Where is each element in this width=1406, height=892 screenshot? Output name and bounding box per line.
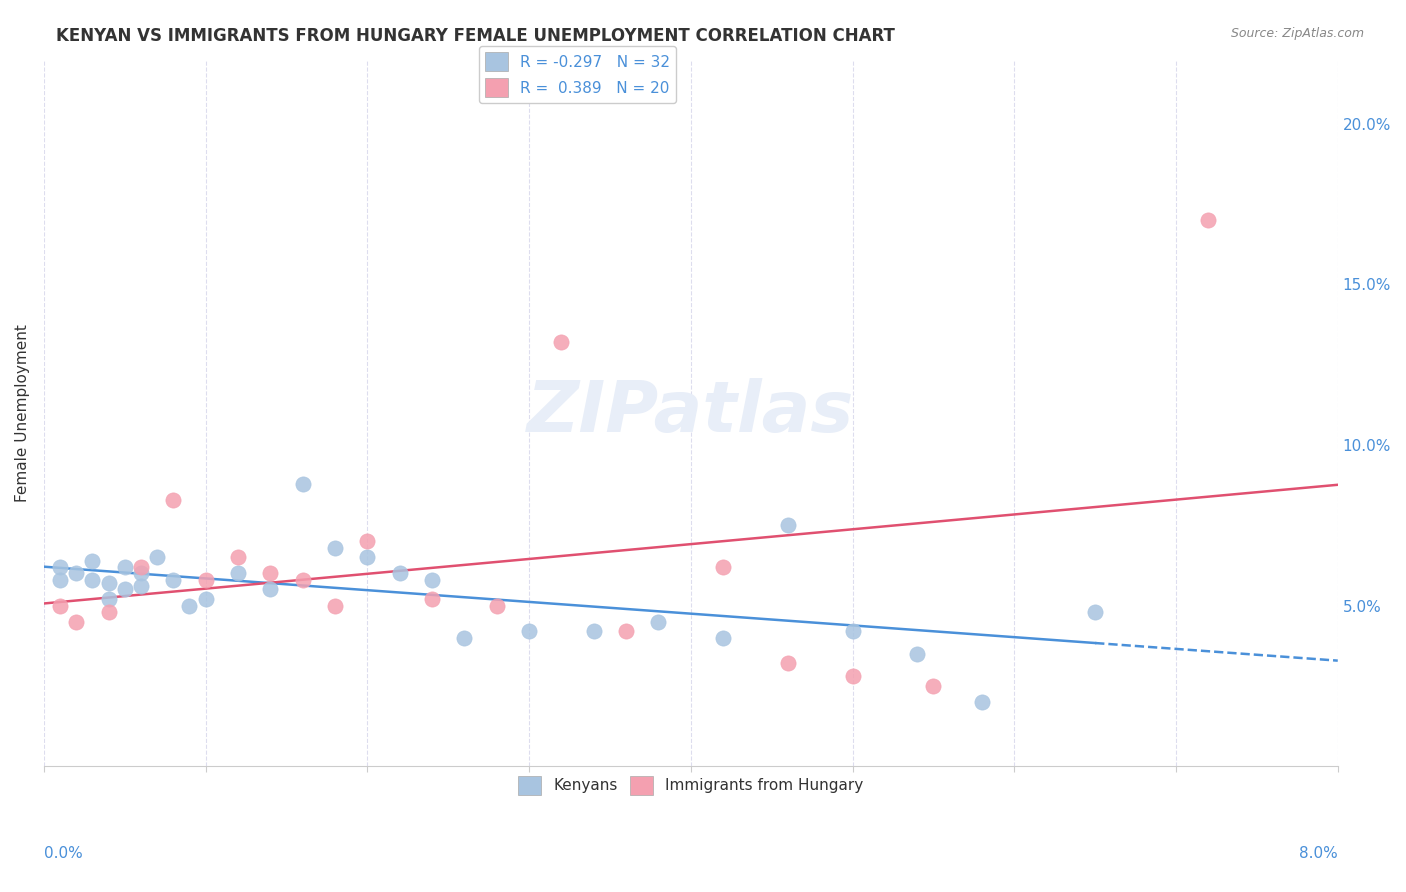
Point	[453, 631, 475, 645]
Point	[226, 566, 249, 581]
Point	[194, 573, 217, 587]
Point	[776, 657, 799, 671]
Point	[259, 582, 281, 597]
Point	[194, 592, 217, 607]
Point	[49, 599, 72, 613]
Point	[65, 615, 87, 629]
Point	[65, 566, 87, 581]
Point	[356, 534, 378, 549]
Point	[485, 599, 508, 613]
Point	[841, 624, 863, 639]
Point	[420, 573, 443, 587]
Point	[259, 566, 281, 581]
Text: 8.0%: 8.0%	[1299, 847, 1337, 862]
Point	[711, 631, 734, 645]
Point	[129, 560, 152, 574]
Point	[129, 566, 152, 581]
Point	[82, 573, 104, 587]
Point	[323, 599, 346, 613]
Point	[226, 550, 249, 565]
Point	[97, 605, 120, 619]
Point	[323, 541, 346, 555]
Point	[776, 518, 799, 533]
Point	[114, 582, 136, 597]
Point	[905, 647, 928, 661]
Point	[146, 550, 169, 565]
Text: ZIPatlas: ZIPatlas	[527, 378, 855, 448]
Text: 0.0%: 0.0%	[44, 847, 83, 862]
Point	[388, 566, 411, 581]
Point	[179, 599, 201, 613]
Point	[614, 624, 637, 639]
Y-axis label: Female Unemployment: Female Unemployment	[15, 324, 30, 502]
Point	[291, 573, 314, 587]
Point	[49, 560, 72, 574]
Point	[647, 615, 669, 629]
Point	[129, 579, 152, 593]
Text: KENYAN VS IMMIGRANTS FROM HUNGARY FEMALE UNEMPLOYMENT CORRELATION CHART: KENYAN VS IMMIGRANTS FROM HUNGARY FEMALE…	[56, 27, 896, 45]
Text: Source: ZipAtlas.com: Source: ZipAtlas.com	[1230, 27, 1364, 40]
Point	[114, 560, 136, 574]
Legend: Kenyans, Immigrants from Hungary: Kenyans, Immigrants from Hungary	[512, 770, 869, 801]
Point	[97, 592, 120, 607]
Point	[356, 550, 378, 565]
Point	[517, 624, 540, 639]
Point	[162, 573, 184, 587]
Point	[82, 553, 104, 567]
Point	[1197, 213, 1219, 227]
Point	[711, 560, 734, 574]
Point	[97, 576, 120, 591]
Point	[162, 492, 184, 507]
Point	[420, 592, 443, 607]
Point	[550, 335, 572, 350]
Point	[582, 624, 605, 639]
Point	[922, 679, 945, 693]
Point	[291, 476, 314, 491]
Point	[841, 669, 863, 683]
Point	[970, 695, 993, 709]
Point	[49, 573, 72, 587]
Point	[1084, 605, 1107, 619]
